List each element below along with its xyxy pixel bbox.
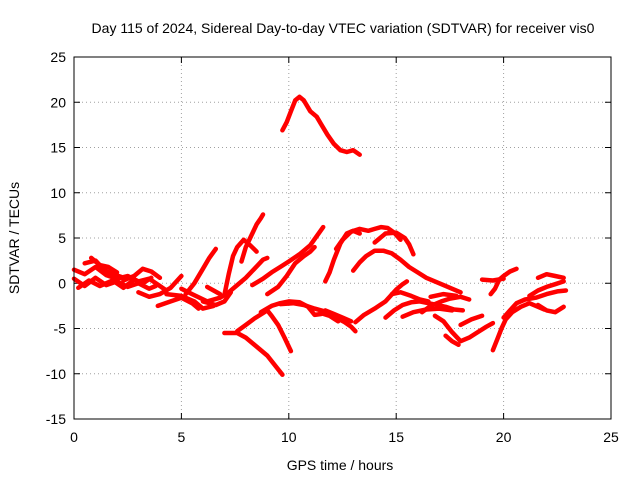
series-arc-4	[82, 258, 124, 280]
y-tick-label: 0	[58, 275, 66, 291]
series-arc-19	[265, 244, 317, 297]
series-arc-28	[353, 279, 410, 325]
y-tick-label: 15	[50, 140, 66, 156]
y-tick-label: 20	[50, 94, 66, 110]
series-arc-27	[350, 248, 463, 295]
x-tick-label: 0	[70, 429, 78, 445]
series-arc-37	[458, 313, 485, 328]
series-arc-26	[333, 224, 403, 252]
series-arc-7	[136, 273, 184, 300]
series-arc-33	[419, 294, 472, 315]
y-tick-label: -10	[46, 366, 66, 382]
series-arc-5	[88, 255, 120, 275]
x-tick-label: 10	[281, 429, 297, 445]
data-series	[71, 94, 569, 377]
series-arc-16	[222, 330, 285, 377]
y-ticks: -15 -10 -5 0 5 10 15 20 25	[46, 49, 611, 427]
series-arc-10	[183, 246, 219, 297]
series-arc-29	[372, 230, 416, 257]
x-tick-label: 15	[388, 429, 404, 445]
series-arc-36	[443, 333, 461, 348]
series-arc-22	[280, 94, 362, 157]
series-arc-6	[121, 266, 163, 283]
series-arc-39	[490, 300, 547, 353]
y-axis-label: SDTVAR / TECUs	[6, 182, 22, 294]
series-arc-14	[222, 237, 259, 298]
y-tick-label: 10	[50, 185, 66, 201]
series-arc-12	[200, 290, 234, 308]
series-arc-11	[179, 255, 270, 304]
x-tick-label: 25	[603, 429, 619, 445]
chart-title: Day 115 of 2024, Sidereal Day-to-day VTE…	[92, 20, 595, 36]
x-axis-label: GPS time / hours	[287, 457, 394, 473]
series-arc-15	[239, 212, 266, 264]
series-arc-31	[389, 290, 431, 304]
plot-frame	[73, 56, 612, 420]
series-arc-35	[432, 313, 496, 344]
y-tick-label: -5	[54, 321, 67, 337]
series-arc-40	[488, 266, 519, 297]
series-arc-17	[234, 308, 294, 354]
y-tick-label: 5	[58, 230, 66, 246]
y-tick-label: 25	[50, 49, 66, 65]
series-arc-3	[76, 275, 154, 291]
x-tick-label: 20	[496, 429, 512, 445]
series-arc-44	[535, 271, 566, 281]
series-arc-23	[323, 308, 354, 324]
series-arc-18	[250, 224, 326, 288]
series-arc-41	[501, 288, 569, 320]
series-arc-34	[428, 291, 459, 300]
x-ticks: 0 5 10 15 20 25	[70, 57, 619, 445]
x-tick-label: 5	[178, 429, 186, 445]
series-arc-9	[164, 291, 216, 311]
series-arc-43	[535, 302, 566, 315]
y-tick-label: -15	[46, 411, 66, 427]
series-arc-13	[204, 284, 223, 297]
series-arc-42	[527, 279, 566, 299]
series-arc-24	[318, 310, 341, 324]
